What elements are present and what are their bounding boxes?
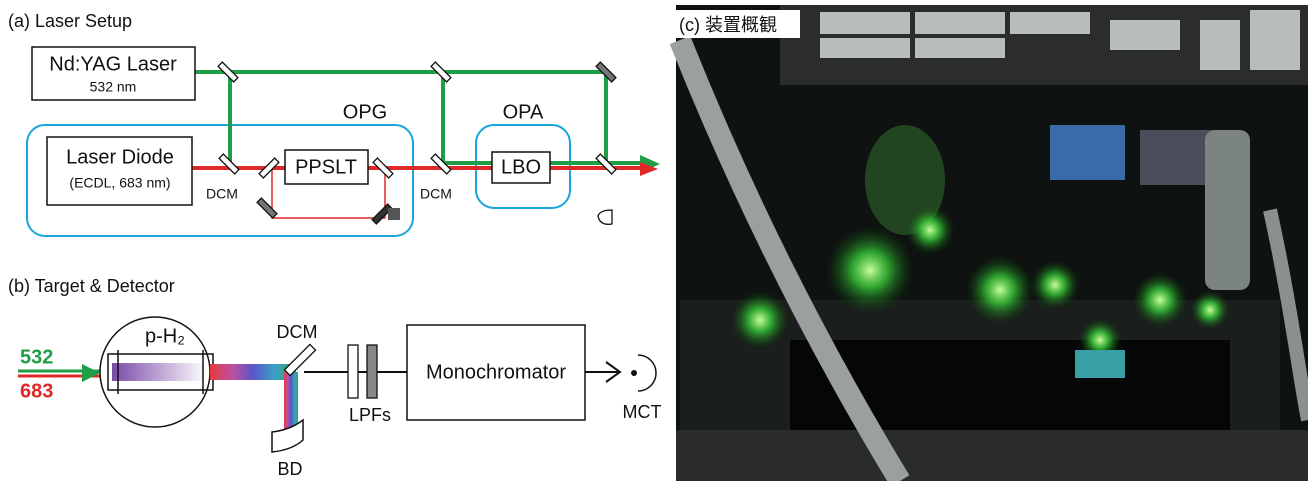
figure: (a) Laser Setup OPG OPA Nd:YAG Laser 532… (0, 0, 1308, 481)
panel-title: (c) 装置概観 (679, 15, 777, 35)
mirror-label: DCM (206, 186, 238, 202)
dump-label: BD (277, 459, 302, 479)
table-edge (676, 430, 1308, 481)
mount (388, 208, 400, 220)
mirror-label: DCM (420, 186, 452, 202)
detector (638, 355, 656, 391)
beam-arrow (82, 364, 100, 382)
crystal-label: LBO (501, 156, 541, 178)
monitor (1140, 130, 1215, 185)
detector (598, 210, 612, 224)
panel-a: (a) Laser Setup OPG OPA Nd:YAG Laser 532… (8, 11, 660, 236)
filter-label: LPFs (349, 405, 391, 425)
green-beam (195, 72, 640, 165)
seed-label: Laser Diode (66, 146, 174, 168)
target-label: p-H₂ (145, 325, 185, 347)
detector-dot (631, 370, 637, 376)
monitor (1050, 125, 1125, 180)
beam-label: 532 (20, 346, 53, 368)
panel-c-photo: (c) 装置概観 (676, 5, 1308, 481)
cell-glow (112, 363, 207, 381)
detector-label: MCT (623, 402, 662, 422)
panel-title: (a) Laser Setup (8, 11, 132, 31)
mirrors (218, 62, 616, 224)
box (1075, 350, 1125, 378)
opa-label: OPA (503, 101, 544, 123)
panel-b: (b) Target & Detector 532 683 p-H₂ DCM B… (8, 276, 662, 479)
spectrometer-label: Monochromator (426, 361, 566, 383)
filter (348, 345, 358, 398)
beam-label: 683 (20, 380, 53, 402)
seed-detail: (ECDL, 683 nm) (69, 175, 170, 191)
pump-label: Nd:YAG Laser (49, 53, 177, 75)
opg-label: OPG (343, 101, 387, 123)
panel-title: (b) Target & Detector (8, 276, 175, 296)
crystal-label: PPSLT (295, 156, 357, 178)
cryostat (1205, 130, 1250, 290)
pump-wavelength: 532 nm (90, 79, 137, 95)
mirror (284, 344, 315, 375)
beam-mix (210, 364, 296, 380)
filter (367, 345, 377, 398)
mirror-label: DCM (277, 322, 318, 342)
